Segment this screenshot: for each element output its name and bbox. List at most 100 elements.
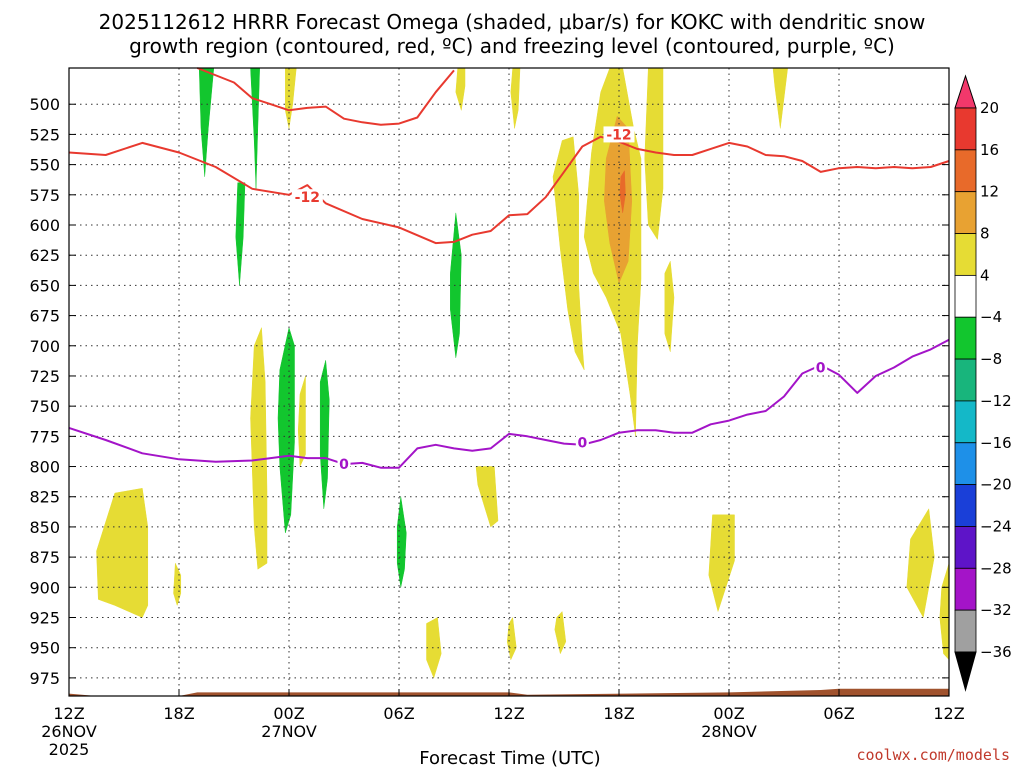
site-credit: coolwx.com/models — [856, 746, 1010, 764]
y-tick-label-975: 975 — [29, 669, 60, 688]
x-year-label-0: 2025 — [49, 740, 90, 759]
omega-region-14 — [664, 260, 675, 352]
chart-title-line-1: 2025112612 HRRR Forecast Omega (shaded, … — [99, 10, 926, 34]
colorbar-bottom-arrow — [954, 651, 977, 692]
plot-area: -12 -12 0 0 0 — [68, 67, 950, 697]
colorbar-label-0: 20 — [980, 99, 999, 117]
colorbar-label-6: −8 — [980, 350, 1002, 368]
omega-region-24 — [277, 326, 295, 534]
x-date-label-12: 27NOV — [261, 722, 317, 741]
grid-lines — [69, 68, 949, 696]
omega-region-6 — [510, 67, 521, 129]
y-tick-label-725: 725 — [29, 367, 60, 386]
contour-line-1 — [196, 67, 455, 126]
y-tick-label-525: 525 — [29, 125, 60, 144]
y-tick-label-800: 800 — [29, 458, 60, 477]
x-tick-label-36: 00Z — [713, 704, 744, 723]
colorbar-label-1: 16 — [980, 141, 999, 159]
y-tick-label-675: 675 — [29, 307, 60, 326]
omega-region-18 — [939, 563, 950, 661]
contour-label-bg-0 — [603, 126, 635, 143]
omega-region-15 — [708, 514, 735, 613]
x-tick-label-48: 12Z — [933, 704, 964, 723]
omega-region-3 — [250, 327, 268, 570]
x-tick-label-30: 18Z — [603, 704, 634, 723]
colorbar-label-13: −36 — [980, 643, 1012, 661]
colorbar-box-7 — [954, 400, 977, 444]
colorbar-box-10 — [954, 526, 977, 569]
x-tick-label-18: 06Z — [383, 704, 414, 723]
colorbar-box-8 — [954, 442, 977, 486]
contour-label-3: 0 — [577, 435, 587, 451]
omega-region-16 — [772, 67, 788, 129]
contour-label-bg-1 — [291, 189, 323, 206]
contour-label-2: 0 — [339, 457, 349, 473]
omega-region-9 — [506, 616, 517, 661]
contour-label-1: -12 — [295, 190, 320, 206]
contour-label-bg-3 — [575, 434, 589, 451]
omega-region-1 — [173, 563, 182, 607]
colorbar-box-0 — [954, 107, 977, 151]
colorbar-box-9 — [954, 484, 977, 527]
omega-region-11 — [552, 136, 585, 371]
colorbar-label-4: 4 — [980, 266, 990, 284]
y-tick-label-550: 550 — [29, 156, 60, 175]
colorbar-box-11 — [954, 567, 977, 611]
x-tick-label-12: 00Z — [273, 704, 304, 723]
colorbar-label-5: −4 — [980, 308, 1002, 326]
y-tick-label-625: 625 — [29, 246, 60, 265]
colorbar-box-3 — [954, 233, 977, 276]
y-tick-label-775: 775 — [29, 427, 60, 446]
colorbar-box-2 — [954, 191, 977, 234]
colorbar-box-5 — [954, 316, 977, 360]
y-tick-label-950: 950 — [29, 639, 60, 658]
omega-region-19 — [604, 115, 633, 284]
y-tick-label-875: 875 — [29, 548, 60, 567]
chart-title-line-2: growth region (contoured, red, ºC) and f… — [129, 34, 895, 58]
y-tick-label-900: 900 — [29, 578, 60, 597]
colorbar: 20 16 12 8 4 −4 −8 −12 −16 −20 −24 −28 −32 −36 — [954, 74, 1012, 692]
y-tick-label-925: 925 — [29, 609, 60, 628]
y-tick-label-650: 650 — [29, 276, 60, 295]
colorbar-box-6 — [954, 358, 977, 402]
contour-label-bg-2 — [337, 456, 351, 473]
x-tick-label-0: 12Z — [53, 704, 84, 723]
colorbar-label-7: −12 — [980, 392, 1012, 410]
colorbar-label-8: −16 — [980, 434, 1012, 452]
omega-region-0 — [96, 488, 149, 618]
colorbar-label-2: 12 — [980, 183, 999, 201]
x-axis-label: Forecast Time (UTC) — [419, 748, 600, 768]
omega-region-4 — [297, 375, 306, 467]
contour-labels: -12 -12 0 0 0 — [291, 126, 828, 473]
x-date-label-0: 26NOV — [41, 722, 97, 741]
colorbar-label-9: −20 — [980, 476, 1012, 494]
y-tick-label-700: 700 — [29, 337, 60, 356]
colorbar-label-10: −24 — [980, 518, 1012, 536]
omega-region-27 — [450, 212, 462, 358]
colorbar-label-12: −32 — [980, 601, 1012, 619]
omega-region-8 — [426, 617, 442, 679]
y-tick-label-575: 575 — [29, 186, 60, 205]
colorbar-box-4 — [954, 274, 977, 318]
contour-label-bg-4 — [814, 359, 828, 376]
x-tick-label-42: 06Z — [823, 704, 854, 723]
x-tick-label-24: 12Z — [493, 704, 524, 723]
colorbar-label-3: 8 — [980, 225, 990, 243]
omega-region-2 — [285, 67, 297, 129]
y-tick-label-750: 750 — [29, 397, 60, 416]
contour-label-4: 0 — [816, 361, 826, 377]
contour-label-0: -12 — [606, 127, 631, 143]
y-axis: 500 525 550 575 600 625 650 675 700 725 750 775 800 8… — [29, 95, 949, 688]
colorbar-box-12 — [954, 609, 977, 653]
colorbar-label-11: −28 — [980, 559, 1012, 577]
omega-shading — [96, 67, 950, 679]
omega-region-20 — [619, 169, 626, 213]
x-tick-label-6: 18Z — [163, 704, 194, 723]
y-tick-label-825: 825 — [29, 488, 60, 507]
omega-region-10 — [554, 610, 567, 655]
omega-region-25 — [319, 360, 330, 509]
colorbar-box-1 — [954, 149, 977, 193]
x-date-label-36: 28NOV — [701, 722, 757, 741]
